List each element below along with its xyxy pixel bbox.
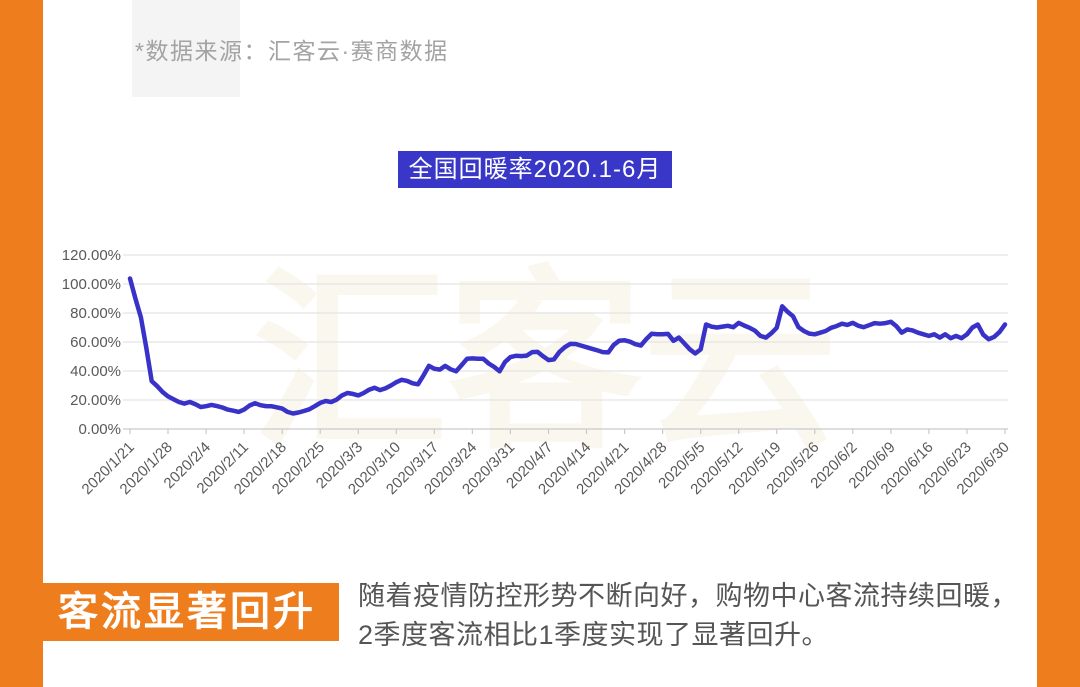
footer-description: 随着疫情防控形势不断向好，购物中心客流持续回暖， 2季度客流相比1季度实现了显著…	[358, 577, 1048, 655]
chart-title-badge: 全国回暖率2020.1-6月	[398, 151, 672, 188]
gridlines	[123, 254, 1008, 430]
series-line	[127, 276, 1008, 416]
svg-text:100.00%: 100.00%	[62, 276, 121, 293]
svg-text:40.00%: 40.00%	[70, 363, 121, 380]
svg-text:0.00%: 0.00%	[78, 421, 121, 438]
chart-watermark: 汇客云	[253, 254, 838, 472]
watermark-block	[132, 0, 240, 97]
footer-description-line2: 2季度客流相比1季度实现了显著回升。	[358, 620, 830, 650]
svg-text:20.00%: 20.00%	[70, 392, 121, 409]
left-accent-bar	[0, 0, 43, 687]
footer-description-line1: 随着疫情防控形势不断向好，购物中心客流持续回暖，	[358, 581, 1018, 611]
chart-canvas: 汇客云 0.00% 20.00% 40.00% 60.00% 80.00% 100.00% 1…	[62, 247, 1013, 498]
y-axis-labels: 0.00% 20.00% 40.00% 60.00% 80.00% 100.00% 120.…	[62, 247, 121, 438]
svg-text:80.00%: 80.00%	[70, 305, 121, 322]
svg-text:60.00%: 60.00%	[70, 334, 121, 351]
footer-headline-box: 客流显著回升	[43, 583, 339, 641]
right-accent-bar	[1037, 0, 1080, 687]
svg-text:120.00%: 120.00%	[62, 247, 121, 264]
data-source-note: *数据来源：汇客云·赛商数据	[135, 38, 449, 64]
